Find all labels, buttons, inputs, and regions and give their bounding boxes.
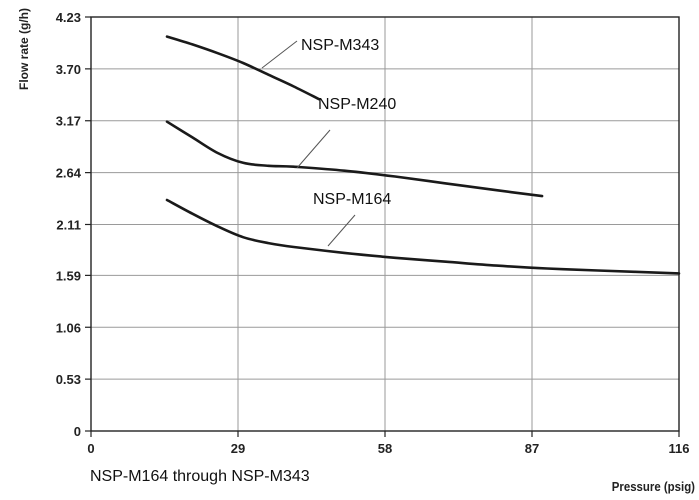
annotation-label: NSP-M343 <box>301 37 379 54</box>
x-axis-label: Pressure (psig) <box>612 479 695 494</box>
tick-labels: 0 0.53 1.06 1.59 2.11 2.64 3.17 3.70 4.23 0 29 58 87… <box>56 10 690 456</box>
y-tick-label: 2.64 <box>56 166 82 181</box>
annotation-leader-line <box>296 129 331 169</box>
x-tick-label: 116 <box>669 441 690 456</box>
y-tick-label: 2.11 <box>56 217 81 232</box>
x-tick-label: 29 <box>231 441 245 456</box>
series-line-nsp-m164 <box>165 198 681 275</box>
y-tick-label: 1.06 <box>56 320 81 335</box>
annotations: NSP-M343 NSP-M240 NSP-M164 <box>301 37 396 208</box>
annotation-label: NSP-M164 <box>313 191 391 208</box>
x-tick-label: 58 <box>378 441 392 456</box>
y-tick-label: 0 <box>74 424 81 439</box>
grid <box>91 17 679 431</box>
axis-labels: Pressure (psig) Flow rate (g/h) <box>17 8 695 494</box>
y-tick-label: 0.53 <box>56 372 81 387</box>
y-tick-label: 4.23 <box>56 10 81 25</box>
series-lines <box>165 35 681 275</box>
annotation-leader-line <box>327 214 356 247</box>
y-axis-label: Flow rate (g/h) <box>17 8 31 90</box>
annotation-label: NSP-M240 <box>318 96 396 113</box>
annotation-leaders <box>261 40 356 247</box>
y-tick-label: 3.70 <box>56 62 81 77</box>
y-tick-label: 1.59 <box>56 268 81 283</box>
x-tick-label: 87 <box>525 441 539 456</box>
annotation-leader-line <box>261 40 298 69</box>
series-line-nsp-m240 <box>165 120 544 198</box>
series-line-nsp-m343 <box>165 35 321 101</box>
y-tick-label: 3.17 <box>56 114 81 129</box>
chart-caption: NSP-M164 through NSP-M343 <box>90 468 310 485</box>
x-tick-label: 0 <box>87 441 94 456</box>
